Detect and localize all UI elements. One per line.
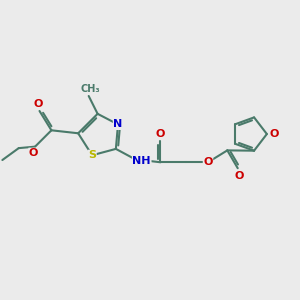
Text: NH: NH: [133, 156, 151, 166]
Text: O: O: [33, 99, 43, 109]
Text: O: O: [156, 129, 165, 139]
Text: O: O: [29, 148, 38, 158]
Text: CH₃: CH₃: [80, 84, 100, 94]
Text: O: O: [203, 157, 213, 167]
Text: O: O: [270, 129, 279, 139]
Text: N: N: [113, 119, 123, 129]
Text: O: O: [235, 171, 244, 181]
Text: S: S: [88, 150, 96, 160]
